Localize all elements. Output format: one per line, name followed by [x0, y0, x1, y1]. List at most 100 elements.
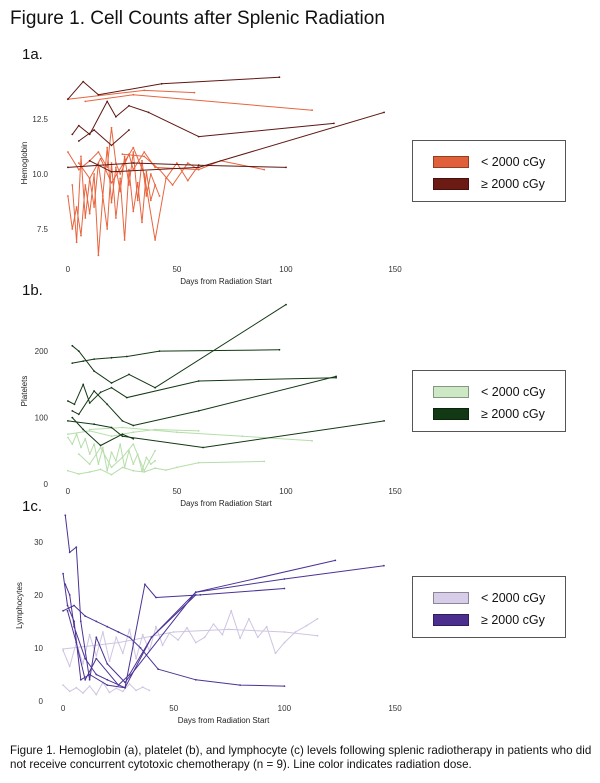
- data-point: [143, 469, 146, 472]
- data-point: [80, 446, 82, 449]
- data-point: [75, 206, 78, 208]
- x-tick-label: 0: [66, 487, 71, 496]
- data-point: [274, 652, 277, 655]
- data-point: [176, 162, 178, 164]
- data-point: [248, 617, 250, 620]
- data-point: [193, 91, 196, 94]
- data-point: [77, 140, 80, 142]
- data-point: [67, 98, 69, 101]
- data-point: [73, 625, 75, 628]
- data-point: [62, 572, 64, 575]
- data-point: [121, 426, 124, 429]
- data-point: [197, 430, 200, 432]
- data-point: [77, 124, 80, 127]
- data-point: [79, 678, 82, 681]
- data-point: [62, 649, 64, 652]
- data-point: [106, 146, 109, 149]
- legend-entry: ≥ 2000 cGy: [433, 406, 545, 422]
- data-point: [132, 151, 135, 153]
- lymphocytes-chart: 0 50 100 150 0 10 20 30 Days from Radiation Star…: [15, 514, 402, 725]
- y-tick-label: 10.0: [32, 170, 48, 179]
- data-point: [212, 623, 215, 625]
- x-axis-title: Days from Radiation Start: [180, 277, 272, 286]
- data-point: [106, 100, 109, 103]
- figure-caption: Figure 1. Hemoglobin (a), platelet (b), …: [10, 744, 592, 771]
- data-point: [110, 435, 113, 438]
- data-point: [93, 129, 95, 131]
- data-point: [135, 657, 138, 660]
- series-line: [85, 94, 313, 111]
- data-point: [88, 678, 91, 681]
- data-point: [128, 184, 130, 186]
- series-line: [67, 127, 265, 175]
- series-line: [72, 349, 280, 364]
- data-point: [139, 647, 142, 649]
- data-point: [132, 162, 135, 164]
- series-line: [67, 162, 287, 168]
- data-point: [64, 514, 67, 517]
- data-point: [110, 181, 113, 184]
- data-point: [241, 435, 244, 438]
- x-tick-label: 150: [388, 265, 402, 274]
- data-point: [110, 473, 113, 476]
- data-point: [141, 686, 144, 689]
- y-tick-label: 200: [35, 347, 49, 356]
- data-point: [157, 668, 160, 671]
- figure-title: Figure 1. Cell Counts after Splenic Radi…: [10, 8, 385, 29]
- x-tick-label: 150: [388, 487, 402, 496]
- data-point: [73, 604, 75, 607]
- data-point: [119, 443, 122, 445]
- data-point: [121, 420, 124, 422]
- legend-label: ≥ 2000 cGy: [481, 177, 545, 191]
- data-point: [194, 591, 197, 594]
- data-point: [147, 111, 150, 114]
- data-point: [128, 636, 131, 639]
- data-point: [333, 122, 335, 125]
- data-point: [285, 166, 287, 169]
- data-point: [115, 636, 118, 639]
- data-point: [97, 93, 100, 96]
- legend-swatch: [433, 178, 469, 190]
- legend-entry: < 2000 cGy: [433, 590, 545, 606]
- data-point: [154, 166, 157, 169]
- data-point: [99, 468, 102, 471]
- series-line: [67, 377, 337, 405]
- data-point: [67, 433, 69, 436]
- data-point: [66, 604, 69, 607]
- data-point: [123, 239, 126, 241]
- data-point: [71, 228, 74, 230]
- data-point: [168, 632, 171, 634]
- data-point: [186, 179, 189, 182]
- data-point: [155, 596, 157, 599]
- data-point: [145, 170, 148, 173]
- data-point: [110, 386, 113, 389]
- data-point: [88, 463, 91, 465]
- data-point: [110, 126, 113, 129]
- data-point: [110, 201, 113, 204]
- data-point: [106, 403, 109, 406]
- data-point: [102, 631, 104, 633]
- data-point: [84, 184, 87, 186]
- data-point: [197, 410, 200, 412]
- legend-swatch: [433, 156, 469, 168]
- legend-label: ≥ 2000 cGy: [481, 407, 545, 421]
- data-point: [93, 206, 95, 208]
- data-point: [82, 80, 85, 83]
- data-point: [115, 687, 118, 690]
- data-point: [110, 466, 113, 469]
- data-point: [316, 634, 319, 637]
- data-point: [115, 459, 117, 462]
- data-point: [294, 631, 297, 633]
- data-point: [77, 162, 80, 164]
- data-point: [145, 456, 148, 459]
- data-point: [115, 166, 117, 169]
- legend-swatch: [433, 592, 469, 604]
- series-line: [67, 162, 160, 256]
- y-tick-label: 100: [35, 414, 49, 423]
- legend-label: < 2000 cGy: [481, 385, 546, 399]
- series-line: [63, 628, 318, 650]
- data-point: [84, 100, 87, 103]
- data-point: [110, 162, 113, 164]
- data-point: [383, 111, 385, 114]
- data-point: [141, 221, 143, 224]
